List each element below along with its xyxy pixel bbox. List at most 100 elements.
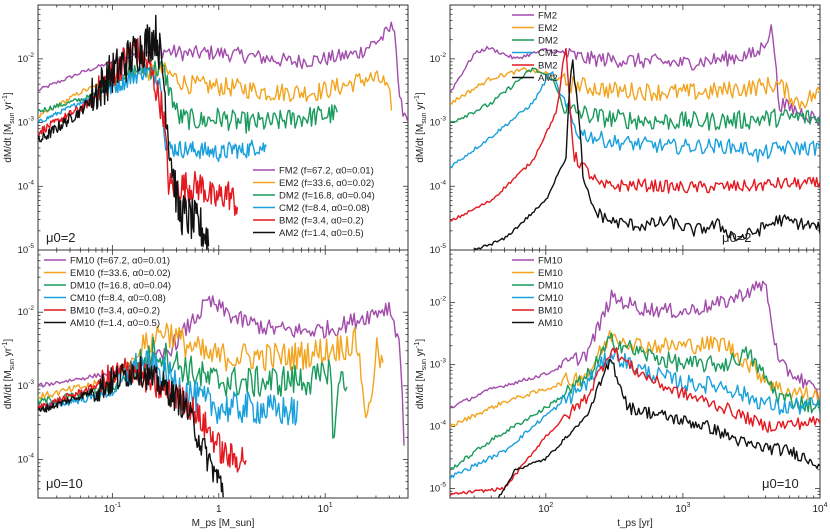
y-axis-label-main: dM/dt [M	[415, 370, 426, 409]
mu-annotation: μ0=2	[722, 230, 752, 245]
x-axis-label: t_ps [yr]	[617, 518, 653, 529]
series-line-E	[38, 61, 393, 119]
legend-label-F: FM10 (f=67.2, α0=0.01)	[70, 256, 170, 267]
y-tick-base: 10	[18, 54, 29, 65]
y-tick-exponent: -3	[440, 357, 446, 364]
legend-label-E: EM2	[538, 23, 558, 34]
y-tick-base: 10	[18, 307, 29, 318]
y-axis-label-tail: yr	[3, 101, 14, 113]
legend-label-E: EM10	[538, 268, 563, 279]
y-tick-base: 10	[18, 118, 29, 129]
y-tick-exponent: -2	[440, 295, 446, 302]
y-axis-label: dM/dt [Msun yr-1]	[414, 92, 428, 163]
series-line-E	[38, 322, 384, 419]
y-tick-label: 10-3	[430, 357, 447, 370]
x-tick-exponent: 1	[329, 502, 333, 509]
legend-label-B: BM2	[538, 61, 558, 72]
y-tick-base: 10	[430, 181, 441, 192]
legend: FM2 (f=67.2, α0=0.01)EM2 (f=33.6, α0=0.0…	[253, 166, 375, 239]
legend-label-D: DM10	[538, 281, 563, 292]
x-tick-exponent: -1	[115, 502, 121, 509]
y-tick-exponent: -4	[28, 452, 34, 459]
legend-label-E: EM10 (f=33.6, α0=0.02)	[70, 268, 171, 279]
series-line-D	[38, 59, 338, 134]
y-axis-label-sub: sun	[9, 112, 16, 123]
y-tick-label: 10-5	[430, 243, 447, 256]
series-line-F	[38, 295, 405, 446]
legend-label-D: DM2 (f=16.8, α0=0.04)	[279, 191, 375, 202]
y-tick-label: 10-4	[430, 179, 447, 192]
legend-label-A: AM10 (f=1.4, α0=0.5)	[70, 318, 160, 329]
y-tick-label: 10-5	[18, 243, 35, 256]
plot-frame	[449, 4, 821, 251]
series-line-F	[450, 280, 820, 409]
series-line-A	[38, 356, 224, 498]
series-line-B	[38, 357, 247, 473]
panel-top-left: 10-510-410-310-2dM/dt [Msun yr-1]FM2 (f=…	[2, 4, 409, 256]
y-axis-label-main: dM/dt [M	[3, 370, 14, 409]
y-tick-label: 10-5	[430, 481, 447, 494]
series-line-B	[38, 37, 239, 216]
legend-label-A: AM10	[538, 318, 563, 329]
series-group	[38, 14, 408, 250]
y-tick-exponent: -5	[28, 243, 34, 250]
x-tick-base: 10	[812, 504, 824, 515]
y-tick-label: 10-2	[18, 305, 35, 318]
y-tick-label: 10-4	[18, 452, 35, 465]
y-axis-label-sup: -1	[2, 342, 9, 348]
y-tick-label: 10-4	[430, 419, 447, 432]
y-axis-label-sub: sun	[421, 112, 428, 123]
y-tick-label: 10-2	[18, 52, 35, 65]
x-tick-label: 103	[675, 502, 690, 515]
legend-label-C: CM10 (f=8.4, α0=0.08)	[70, 293, 166, 304]
y-tick-label: 10-3	[18, 116, 35, 129]
series-line-E	[450, 67, 820, 110]
series-line-C	[450, 349, 820, 480]
y-tick-exponent: -3	[440, 116, 446, 123]
x-axis-label: M_ps [M_sun]	[192, 518, 255, 529]
series-line-F	[38, 21, 408, 123]
y-tick-base: 10	[430, 245, 441, 256]
x-tick-base: 1	[216, 504, 222, 515]
legend-label-F: FM2 (f=67.2, α0=0.01)	[279, 166, 374, 177]
series-line-C	[450, 71, 820, 169]
y-tick-exponent: -3	[28, 379, 34, 386]
y-tick-exponent: -5	[440, 481, 446, 488]
y-tick-base: 10	[430, 359, 441, 370]
x-tick-base: 10	[104, 504, 116, 515]
y-tick-exponent: -5	[440, 243, 446, 250]
y-axis-label-main: dM/dt [M	[3, 124, 14, 163]
y-tick-label: 10-3	[430, 116, 447, 129]
y-axis-label: dM/dt [Msun yr-1]	[2, 92, 16, 163]
legend-label-C: CM2 (f=8.4, α0=0.08)	[279, 203, 370, 214]
series-line-F	[450, 24, 820, 126]
y-axis-label-close: ]	[415, 339, 426, 342]
y-tick-exponent: -2	[440, 52, 446, 59]
x-tick-exponent: 3	[687, 502, 691, 509]
y-tick-exponent: -4	[440, 179, 446, 186]
y-tick-base: 10	[18, 454, 29, 465]
x-tick-exponent: 2	[549, 502, 553, 509]
plot-frame	[37, 249, 409, 499]
legend-label-B: BM2 (f=3.4, α0=0.2)	[279, 216, 364, 227]
series-line-A	[38, 14, 210, 250]
y-tick-label: 10-2	[430, 52, 447, 65]
legend-label-A: AM2 (f=1.4, α0=0.5)	[279, 228, 364, 239]
y-tick-exponent: -2	[28, 52, 34, 59]
y-axis-label: dM/dt [Msun yr-1]	[414, 339, 428, 410]
x-tick-label: 10-1	[104, 502, 121, 515]
mu-annotation: μ0=10	[46, 476, 83, 491]
y-axis-label-tail: yr	[3, 347, 14, 359]
series-line-D	[450, 332, 820, 470]
y-axis-label-sup: -1	[414, 95, 421, 101]
legend-label-C: CM10	[538, 293, 563, 304]
y-tick-label: 10-3	[18, 379, 35, 392]
y-axis-label-main: dM/dt [M	[415, 124, 426, 163]
y-tick-base: 10	[430, 118, 441, 129]
y-tick-base: 10	[18, 245, 29, 256]
y-axis-label-close: ]	[3, 339, 14, 342]
legend-label-A: AM2	[538, 73, 558, 84]
